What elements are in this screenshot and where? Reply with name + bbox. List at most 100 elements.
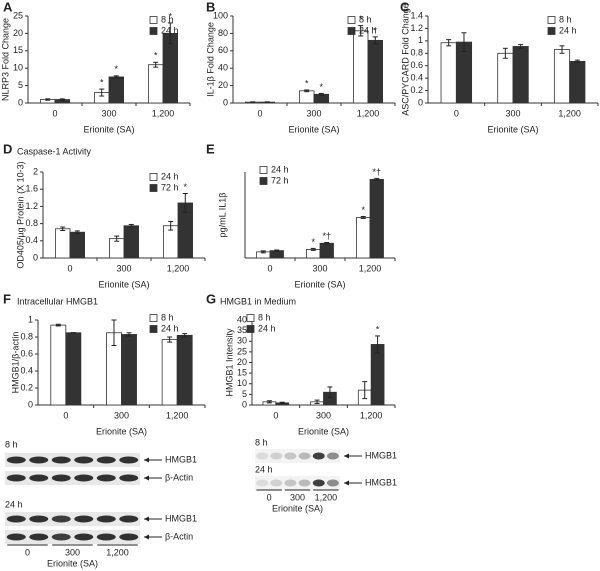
error-bar [167, 336, 173, 343]
y-tick-label: 60 [218, 45, 228, 55]
y-tick-label: 30 [237, 336, 247, 346]
blot-band [74, 515, 94, 523]
y-tick-label: 0.6 [20, 348, 33, 358]
legend-label: 24 h [161, 171, 179, 181]
legend-label: 24 h [161, 323, 179, 333]
legend-label: 24 h [271, 164, 289, 174]
error-bar [327, 386, 333, 399]
y-tick-label: 0 [242, 399, 247, 409]
legend-label: 8 h [359, 14, 372, 24]
panel-letter: D [3, 141, 12, 156]
significance: *† [372, 167, 381, 177]
x-tick-label: 1,200 [167, 263, 190, 273]
error-bar [304, 89, 310, 93]
error-bar [114, 235, 120, 242]
bar [123, 225, 139, 259]
x-axis-label: Erionite (SA) [288, 124, 339, 134]
panel-letter: A [3, 0, 13, 14]
y-tick-label: 0 [18, 97, 23, 107]
legend-swatch [347, 27, 356, 35]
panel-letter: C [400, 0, 410, 14]
blot-time: 24 h [5, 499, 23, 509]
y-tick-label: 1 [28, 314, 33, 324]
significance: * [154, 51, 158, 61]
blot-band-label: β-Actin [165, 472, 193, 482]
blot-band [74, 474, 94, 482]
error-bar [55, 323, 61, 327]
y-tick-label: 5 [18, 80, 23, 90]
error-bar [559, 45, 565, 54]
y-tick-label: 40 [218, 63, 228, 73]
blot-band-label: HMGB1 [165, 454, 197, 464]
error-bar [182, 333, 188, 338]
bar [353, 30, 369, 104]
y-tick-label: 0.8 [410, 48, 423, 58]
blot-band [29, 515, 49, 523]
blot-band [284, 452, 297, 460]
significance: * [305, 78, 309, 88]
y-tick-label: 20 [13, 28, 23, 38]
blot-band [119, 456, 139, 464]
x-tick-label: 1,200 [558, 108, 581, 118]
blot-band [29, 533, 49, 541]
y-axis-label: HMGB1/β-actin [10, 332, 20, 394]
y-axis-label: ASC/PYCARD Fold Change [400, 3, 410, 116]
blot-band [270, 452, 283, 460]
error-bar [318, 92, 324, 96]
bar [161, 339, 178, 406]
panel-letter: F [3, 291, 11, 306]
error-bar [314, 399, 320, 405]
y-tick-label: 0.8 [25, 218, 38, 228]
error-bar [250, 101, 256, 103]
bar [176, 334, 193, 406]
significance: * [361, 205, 365, 215]
blot-band [6, 456, 26, 464]
error-bar [461, 32, 467, 52]
blot-band [29, 456, 49, 464]
legend-swatch [149, 173, 158, 181]
lane-label: 1,200 [106, 547, 129, 557]
error-bar [360, 215, 366, 219]
blot-arrowhead [344, 480, 349, 486]
blot-band [51, 456, 71, 464]
error-bar [266, 400, 272, 404]
bar [356, 217, 371, 259]
error-bar [128, 223, 134, 228]
panel-title: Intracellular HMGB1 [17, 296, 98, 306]
y-axis-label: pg/mL IL1β [217, 193, 227, 238]
error-bar [167, 22, 173, 45]
legend-swatch [547, 16, 556, 24]
significance: * [374, 25, 378, 35]
bar [367, 39, 383, 104]
blot-band [312, 479, 325, 487]
y-tick-label: 0.2 [20, 382, 33, 392]
error-bar [260, 250, 266, 254]
error-bar [375, 335, 381, 354]
y-tick-label: 2 [33, 166, 38, 176]
blot-arrowhead [144, 475, 149, 481]
panel-title: HMGB1 in Medium [220, 296, 296, 306]
error-bar [168, 220, 174, 231]
x-tick-label: 0 [273, 410, 278, 420]
bar [512, 46, 529, 104]
y-tick-label: 35 [237, 325, 247, 335]
y-tick-label: 40 [237, 314, 247, 324]
x-tick-label: 300 [505, 108, 520, 118]
bar [148, 64, 164, 104]
legend-label: 8 h [161, 14, 174, 24]
x-tick-label: 1,200 [360, 410, 383, 420]
blot-band [6, 515, 26, 523]
panel-letter: G [206, 291, 216, 306]
y-axis-label: HMGB1 Intensity [224, 328, 234, 397]
x-axis-label: Erionite (SA) [294, 279, 345, 289]
y-tick-label: 1.2 [410, 23, 423, 33]
blot-band [51, 515, 71, 523]
blot-band [298, 452, 311, 460]
y-tick-label: 80 [218, 28, 228, 38]
bar [497, 52, 514, 104]
blot-band [326, 452, 339, 460]
bar [553, 49, 571, 104]
blot-band [284, 479, 297, 487]
bar [163, 225, 179, 259]
